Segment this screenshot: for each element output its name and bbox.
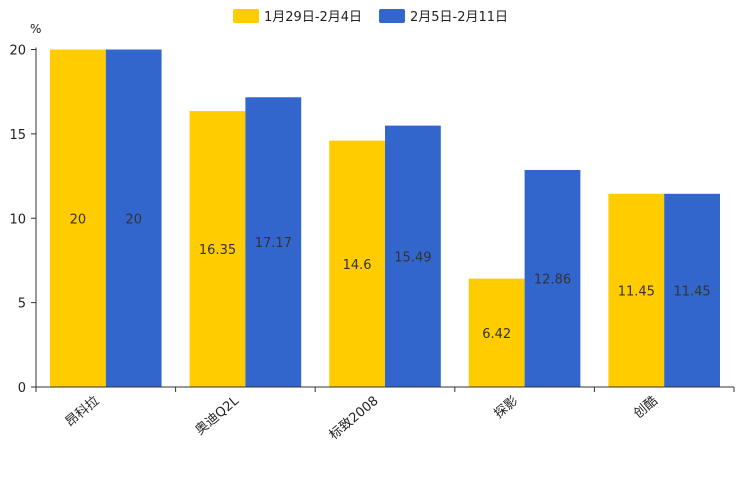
y-tick-label-0: 0 <box>18 381 26 396</box>
bar-0-0 <box>50 49 106 387</box>
y-tick-label-1: 5 <box>18 297 26 312</box>
data-label-0-4: 11.45 <box>618 284 655 299</box>
bar-0-2 <box>329 140 385 387</box>
y-axis-ticks: 0 5 10 15 20 <box>9 44 36 396</box>
bar-1-2 <box>385 125 441 387</box>
bar-0-4 <box>608 193 665 387</box>
legend-label-0: 1月29日-2月4日 <box>264 10 362 25</box>
bar-1-1 <box>245 97 302 387</box>
data-label-0-3: 6.42 <box>482 327 511 342</box>
data-label-1-3: 12.86 <box>534 272 571 287</box>
y-tick-label-3: 15 <box>9 128 26 143</box>
legend-label-1: 2月5日-2月11日 <box>410 10 508 25</box>
x-category-label-3: 探影 <box>492 394 522 422</box>
x-axis-labels: 昂科拉 奥迪Q2L 标致2008 探影 创酷 <box>63 393 661 443</box>
x-category-label-2: 标致2008 <box>327 394 382 443</box>
x-category-label-1: 奥迪Q2L <box>193 393 243 438</box>
data-label-0-2: 14.6 <box>343 258 372 273</box>
x-category-label-0: 昂科拉 <box>63 394 103 431</box>
y-tick-label-4: 20 <box>9 44 26 59</box>
data-label-0-1: 16.35 <box>199 243 236 258</box>
data-label-1-4: 11.45 <box>673 284 710 299</box>
data-labels: 20 20 16.35 17.17 14.6 15.49 6.42 12.86 11.45 11.… <box>70 212 711 342</box>
data-label-1-2: 15.49 <box>394 250 431 265</box>
bar-1-4 <box>664 193 720 387</box>
legend-swatch-1 <box>379 9 405 23</box>
bar-1-0 <box>105 49 162 387</box>
bar-0-3 <box>468 278 525 387</box>
bar-0-1 <box>189 111 246 387</box>
bar-1-3 <box>524 169 581 387</box>
bars <box>50 49 720 387</box>
y-axis-unit-label: % <box>30 22 41 36</box>
y-tick-label-2: 10 <box>9 212 26 227</box>
legend: 1月29日-2月4日 2月5日-2月11日 <box>233 9 508 25</box>
x-category-label-4: 创酷 <box>631 394 661 422</box>
data-label-0-0: 20 <box>70 212 87 227</box>
legend-swatch-0 <box>233 9 259 23</box>
data-label-1-1: 17.17 <box>255 236 292 251</box>
x-axis <box>35 47 735 392</box>
data-label-1-0: 20 <box>125 212 142 227</box>
